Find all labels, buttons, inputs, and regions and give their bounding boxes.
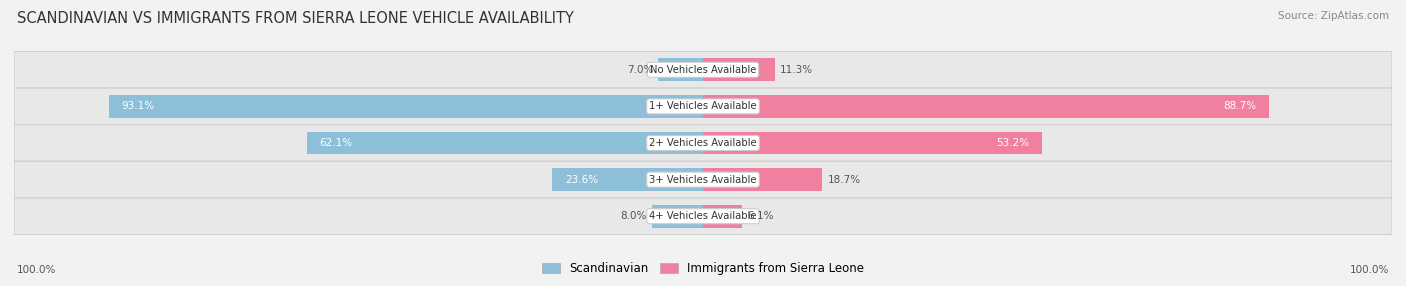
Bar: [703, 95, 1268, 118]
Text: Source: ZipAtlas.com: Source: ZipAtlas.com: [1278, 11, 1389, 21]
Bar: [307, 132, 703, 154]
Text: 6.1%: 6.1%: [747, 211, 773, 221]
Text: 3+ Vehicles Available: 3+ Vehicles Available: [650, 175, 756, 184]
Text: No Vehicles Available: No Vehicles Available: [650, 65, 756, 75]
Text: 100.0%: 100.0%: [1350, 265, 1389, 275]
Text: 93.1%: 93.1%: [122, 102, 155, 111]
Legend: Scandinavian, Immigrants from Sierra Leone: Scandinavian, Immigrants from Sierra Leo…: [537, 257, 869, 280]
FancyBboxPatch shape: [14, 161, 1392, 198]
Bar: [110, 95, 703, 118]
Text: 2+ Vehicles Available: 2+ Vehicles Available: [650, 138, 756, 148]
Bar: [658, 58, 703, 81]
Text: 100.0%: 100.0%: [17, 265, 56, 275]
Bar: [703, 132, 1042, 154]
Bar: [553, 168, 703, 191]
Bar: [652, 205, 703, 228]
FancyBboxPatch shape: [14, 198, 1392, 235]
Bar: [703, 58, 775, 81]
Text: 18.7%: 18.7%: [827, 175, 860, 184]
Text: 8.0%: 8.0%: [620, 211, 647, 221]
Text: 4+ Vehicles Available: 4+ Vehicles Available: [650, 211, 756, 221]
Text: 7.0%: 7.0%: [627, 65, 654, 75]
Text: 11.3%: 11.3%: [780, 65, 813, 75]
Text: SCANDINAVIAN VS IMMIGRANTS FROM SIERRA LEONE VEHICLE AVAILABILITY: SCANDINAVIAN VS IMMIGRANTS FROM SIERRA L…: [17, 11, 574, 26]
Bar: [703, 205, 742, 228]
Text: 1+ Vehicles Available: 1+ Vehicles Available: [650, 102, 756, 111]
Text: 88.7%: 88.7%: [1223, 102, 1256, 111]
FancyBboxPatch shape: [14, 125, 1392, 161]
Text: 23.6%: 23.6%: [565, 175, 599, 184]
FancyBboxPatch shape: [14, 88, 1392, 125]
Text: 53.2%: 53.2%: [997, 138, 1029, 148]
Bar: [703, 168, 823, 191]
Text: 62.1%: 62.1%: [319, 138, 353, 148]
FancyBboxPatch shape: [14, 51, 1392, 88]
